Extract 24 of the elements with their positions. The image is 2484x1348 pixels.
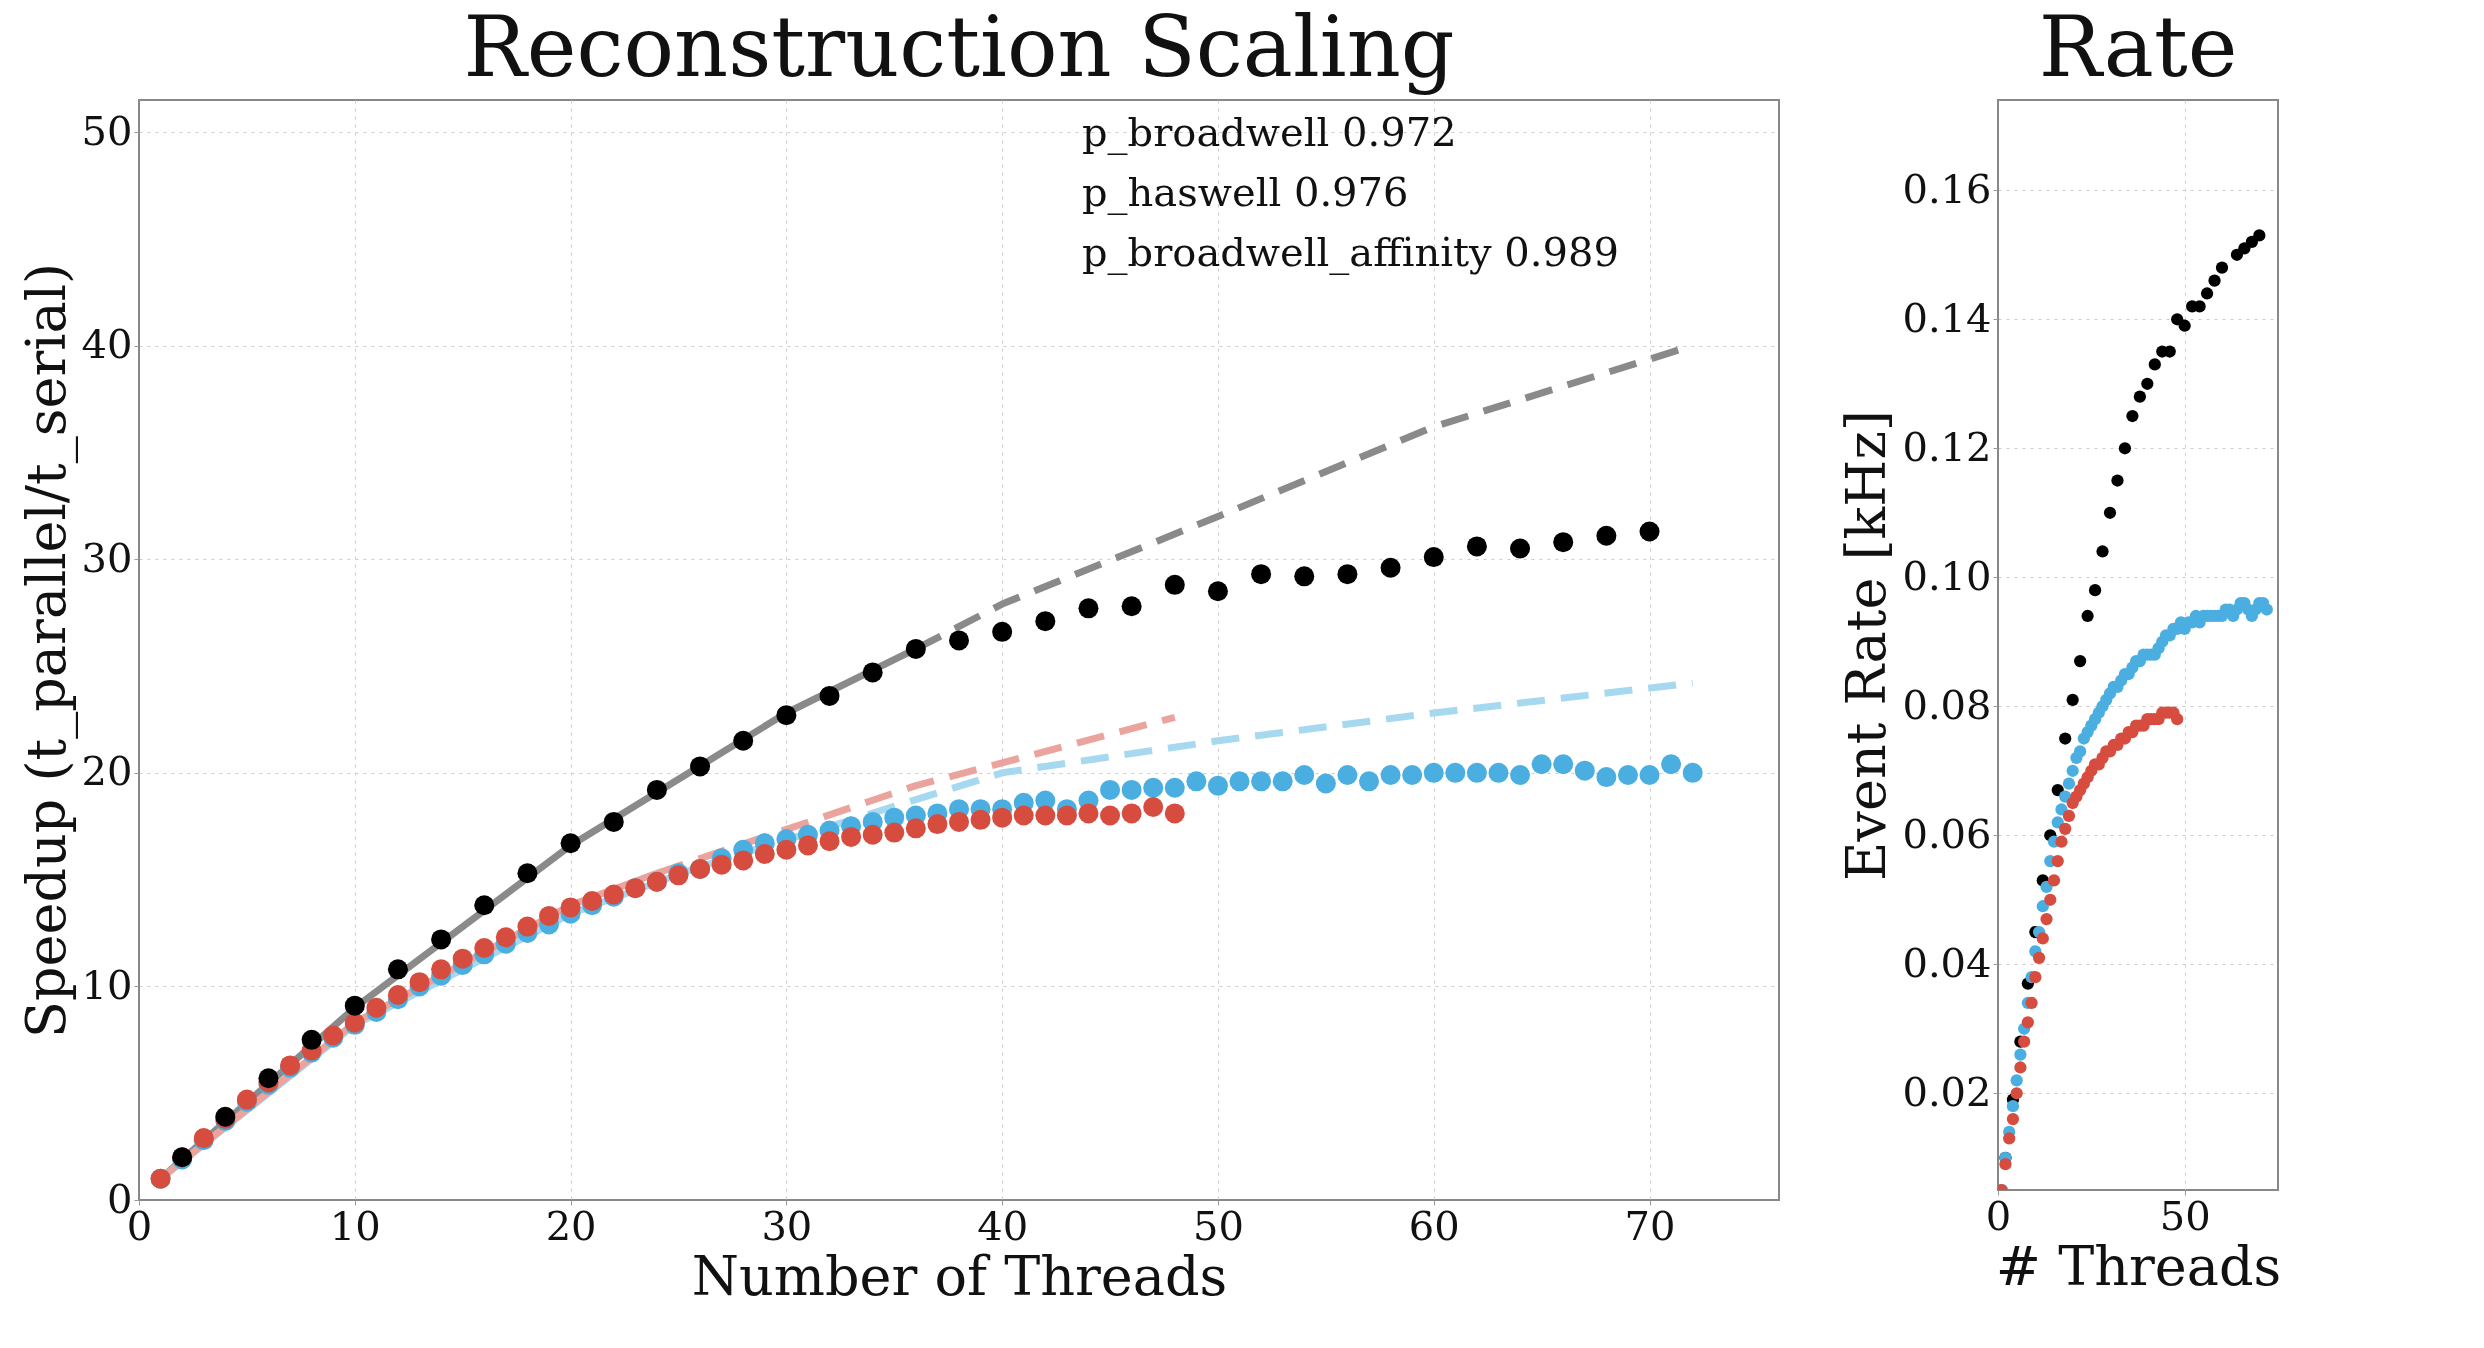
chart-title: Rate xyxy=(2038,0,2238,96)
y-axis-title: Event Rate [kHz] xyxy=(1835,410,1899,881)
y-tick-label: 40 xyxy=(81,321,133,368)
y-axis-title: Speedup (t_parallel/t_serial) xyxy=(14,262,78,1039)
annotation: p_broadwell 0.972 xyxy=(1082,109,1457,155)
y-tick-label: 0.12 xyxy=(1902,423,1992,470)
y-tick-label: 50 xyxy=(81,107,133,154)
annotation: p_broadwell_affinity 0.989 xyxy=(1082,229,1619,275)
y-tick-label: 0.02 xyxy=(1902,1068,1992,1115)
x-tick-label: 60 xyxy=(1408,1202,1460,1249)
y-tick-label: 0.10 xyxy=(1902,552,1992,599)
y-tick-label: 20 xyxy=(81,748,133,795)
y-tick-label: 0.16 xyxy=(1902,165,1992,212)
y-tick-label: 0.08 xyxy=(1902,681,1992,728)
x-tick-label: 70 xyxy=(1624,1202,1676,1249)
x-tick-label: 10 xyxy=(329,1202,381,1249)
y-tick-label: 0.04 xyxy=(1902,939,1992,986)
x-tick-label: 20 xyxy=(545,1202,597,1249)
y-tick-label: 10 xyxy=(81,961,133,1008)
y-tick-label: 30 xyxy=(81,534,133,581)
y-tick-label: 0.06 xyxy=(1902,810,1992,857)
annotation: p_haswell 0.976 xyxy=(1082,169,1409,215)
y-tick-label: 0.14 xyxy=(1902,294,1992,341)
chart-title: Reconstruction Scaling xyxy=(463,0,1455,96)
